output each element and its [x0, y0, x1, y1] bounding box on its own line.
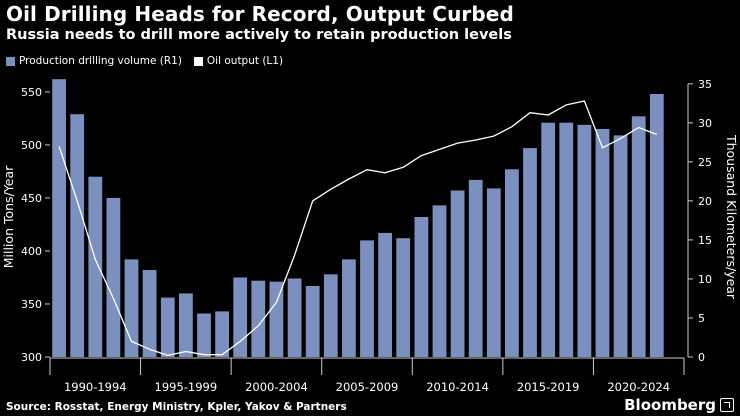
oil-output-line — [58, 100, 658, 357]
legend-item-line: Oil output (L1) — [193, 55, 284, 67]
bar-2018 — [559, 122, 574, 357]
bar-2006 — [342, 259, 356, 357]
right-tick-label-25: 25 — [698, 156, 712, 169]
bar-1995 — [142, 270, 157, 357]
chart-title: Oil Drilling Heads for Record, Output Cu… — [6, 2, 514, 26]
bar-1992 — [88, 176, 103, 357]
bar-2020 — [595, 129, 610, 357]
bar-swatch-icon — [6, 56, 15, 66]
right-tick-label-10: 10 — [698, 273, 712, 286]
right-axis-label: Thousand Kilometers/year — [724, 134, 739, 300]
bar-2017 — [541, 122, 556, 357]
bar-2012 — [450, 190, 465, 357]
bar-1997 — [179, 293, 193, 357]
legend-label-line: Oil output (L1) — [206, 55, 284, 67]
left-axis-label: Million Tons/Year — [1, 165, 16, 268]
x-tick-label-1995-1999: 1995-1999 — [155, 380, 218, 394]
bar-2016 — [523, 148, 537, 357]
bar-2023 — [649, 94, 664, 357]
bar-2009 — [396, 238, 411, 357]
source-note: Source: Rosstat, Energy Ministry, Kpler,… — [6, 401, 347, 413]
bar-2001 — [251, 280, 266, 357]
bar-2000 — [233, 277, 248, 357]
x-tick-label-2010-2014: 2010-2014 — [426, 380, 489, 394]
bar-2003 — [287, 278, 302, 357]
axes: 300 350 400 450 500 550 Million Tons/Year 0 5 10 1… — [1, 78, 739, 394]
right-tick-label-0: 0 — [698, 351, 705, 364]
bar-1999 — [215, 311, 229, 357]
bar-2015 — [505, 169, 519, 357]
bar-2022 — [631, 116, 646, 357]
bar-2011 — [432, 205, 447, 357]
line-swatch-icon — [193, 56, 203, 66]
bar-1996 — [160, 297, 175, 357]
legend: Production drilling volume (R1) Oil outp… — [6, 55, 283, 67]
bar-series — [52, 79, 664, 357]
right-tick-label-5: 5 — [698, 312, 705, 325]
bar-1991 — [70, 114, 85, 357]
left-tick-label-450: 450 — [21, 192, 42, 205]
legend-item-bars: Production drilling volume (R1) — [6, 55, 182, 67]
bar-2010 — [414, 217, 429, 357]
bar-1998 — [197, 313, 211, 357]
right-tick-label-30: 30 — [698, 117, 712, 130]
x-tick-label-2020-2024: 2020-2024 — [607, 380, 670, 394]
left-tick-label-400: 400 — [21, 245, 42, 258]
left-tick-label-350: 350 — [21, 298, 42, 311]
brand-name: Bloomberg — [624, 396, 716, 414]
bar-2013 — [468, 179, 483, 357]
x-tick-label-2015-2019: 2015-2019 — [517, 380, 580, 394]
left-tick-label-300: 300 — [21, 351, 42, 364]
bar-2014 — [486, 188, 501, 357]
right-tick-label-20: 20 — [698, 195, 712, 208]
left-tick-label-500: 500 — [21, 139, 42, 152]
x-tick-label-1990-1994: 1990-1994 — [64, 380, 127, 394]
bar-2021 — [613, 135, 628, 357]
bar-2004 — [305, 286, 320, 357]
legend-label-bars: Production drilling volume (R1) — [19, 55, 182, 67]
chart-subtitle: Russia needs to drill more actively to r… — [6, 27, 512, 43]
brand: Bloomberg — [624, 396, 734, 414]
bar-1990 — [52, 79, 66, 357]
left-tick-label-550: 550 — [21, 86, 42, 99]
right-tick-label-15: 15 — [698, 234, 712, 247]
bar-2002 — [269, 281, 284, 357]
right-tick-label-35: 35 — [698, 78, 712, 91]
x-tick-label-2000-2004: 2000-2004 — [245, 380, 308, 394]
bar-2019 — [577, 124, 592, 357]
bar-1993 — [106, 197, 121, 357]
line-series — [58, 100, 658, 357]
x-tick-label-2005-2009: 2005-2009 — [336, 380, 399, 394]
bar-2008 — [378, 232, 392, 357]
bar-1994 — [124, 259, 139, 357]
bar-2005 — [323, 274, 338, 357]
expand-icon[interactable] — [720, 398, 734, 412]
bar-2007 — [360, 240, 374, 357]
